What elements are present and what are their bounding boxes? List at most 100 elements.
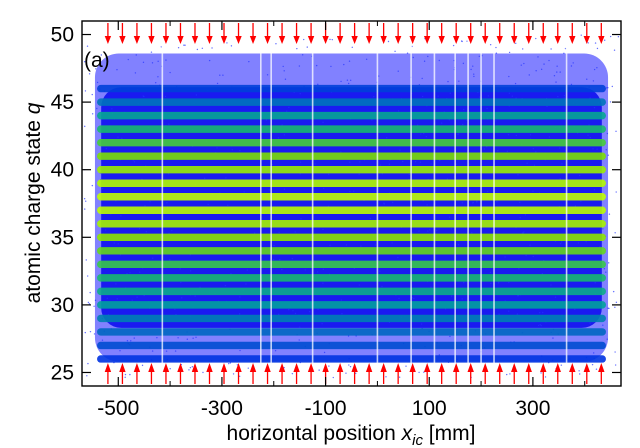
scatter-dot [84,331,86,334]
arrow-bottom-head [235,363,242,372]
scatter-dot [301,54,304,56]
scatter-dot [397,110,400,112]
scatter-dot [327,173,330,175]
scatter-dot [100,54,103,56]
scatter-dot [286,110,288,112]
scatter-dot [418,230,420,232]
scatter-dot [448,119,451,121]
scatter-dot [593,68,596,71]
scatter-dot [347,335,350,337]
charge-band-q35 [97,233,606,242]
scatter-dot [591,363,594,366]
scatter-dot [473,75,475,78]
arrow-top-head [177,36,184,44]
scatter-dot [548,136,551,138]
arrow-top-head [540,36,547,44]
scatter-dot [239,296,241,298]
arrow-bottom-head [482,363,489,372]
arrow-top-head [191,36,199,44]
scatter-dot [116,69,118,71]
scatter-dot [495,52,498,54]
scatter-dot [84,90,87,92]
scatter-dot [555,81,557,83]
scatter-dot [180,281,182,284]
scatter-dot [606,87,608,89]
scatter-dot [514,82,517,85]
scatter-dot [272,258,275,261]
arrow-top-head [104,36,112,44]
arrow-top-head [235,36,242,44]
scatter-dot [321,322,323,325]
scatter-dot [537,324,540,327]
scatter-dot [508,75,510,78]
y-tick-label: 30 [51,294,74,317]
scatter-dot [408,173,410,176]
scatter-dot [298,65,301,67]
arrow-bottom-head [351,363,358,372]
scatter-dot [189,366,192,369]
scatter-dot [447,80,449,83]
scatter-dot [483,148,486,150]
scatter-dot [594,282,596,284]
scatter-dot [369,217,372,220]
scatter-dot [89,330,92,333]
arrow-bottom-head [264,363,271,372]
scatter-dot [509,373,511,375]
charge-band-q31 [97,287,606,296]
scatter-dot [589,322,591,324]
arrow-bottom-head [598,363,605,372]
scatter-dot [275,43,277,45]
scatter-dot [497,150,499,152]
arrow-top-head [525,36,532,44]
y-tick-label: 25 [51,361,74,384]
charge-band-q29 [97,314,606,323]
scatter-dot [489,271,492,274]
scatter-dot [468,163,471,165]
scatter-dot [127,58,129,61]
scatter-dot [587,42,589,44]
arrow-bottom-head [104,363,112,372]
y-tick-label: 45 [51,91,74,114]
scatter-dot [528,74,530,76]
arrow-bottom-head [452,363,460,372]
scatter-dot [471,232,473,234]
scatter-dot [317,83,319,86]
scatter-dot [266,74,269,76]
scatter-dot [412,56,414,59]
scatter-dot [83,61,86,63]
scatter-dot [133,161,136,163]
scatter-dot [230,273,232,275]
scatter-dot [532,255,534,258]
scatter-dot [563,97,565,99]
arrow-bottom-head [206,363,213,372]
scatter-dot [559,178,561,180]
charge-band-q32 [97,274,606,282]
scatter-dot [438,59,440,62]
scatter-dot [253,232,256,234]
arrow-top-head [423,36,431,44]
scatter-dot [592,80,595,82]
arrow-bottom-head [511,363,518,372]
scatter-dot [231,149,234,151]
scatter-dot [532,147,535,150]
scatter-dot [615,130,617,133]
scatter-dot [519,201,521,204]
scatter-dot [135,54,137,56]
scatter-dot [346,79,349,81]
arrow-top-head [467,36,474,44]
scatter-dot [588,124,590,126]
scatter-dot [332,376,334,379]
scatter-dot [111,108,113,110]
scatter-dot [449,335,451,338]
scatter-dot [315,64,318,67]
scatter-dot [379,164,381,166]
scatter-dot [283,134,286,136]
scatter-dot [91,113,94,115]
scatter-dot [426,204,428,206]
arrow-top-head [264,36,271,44]
scatter-dot [298,326,301,328]
scatter-dot [121,137,123,140]
scatter-dot [401,160,404,163]
scatter-dot [202,371,204,374]
scatter-dot [157,60,159,63]
